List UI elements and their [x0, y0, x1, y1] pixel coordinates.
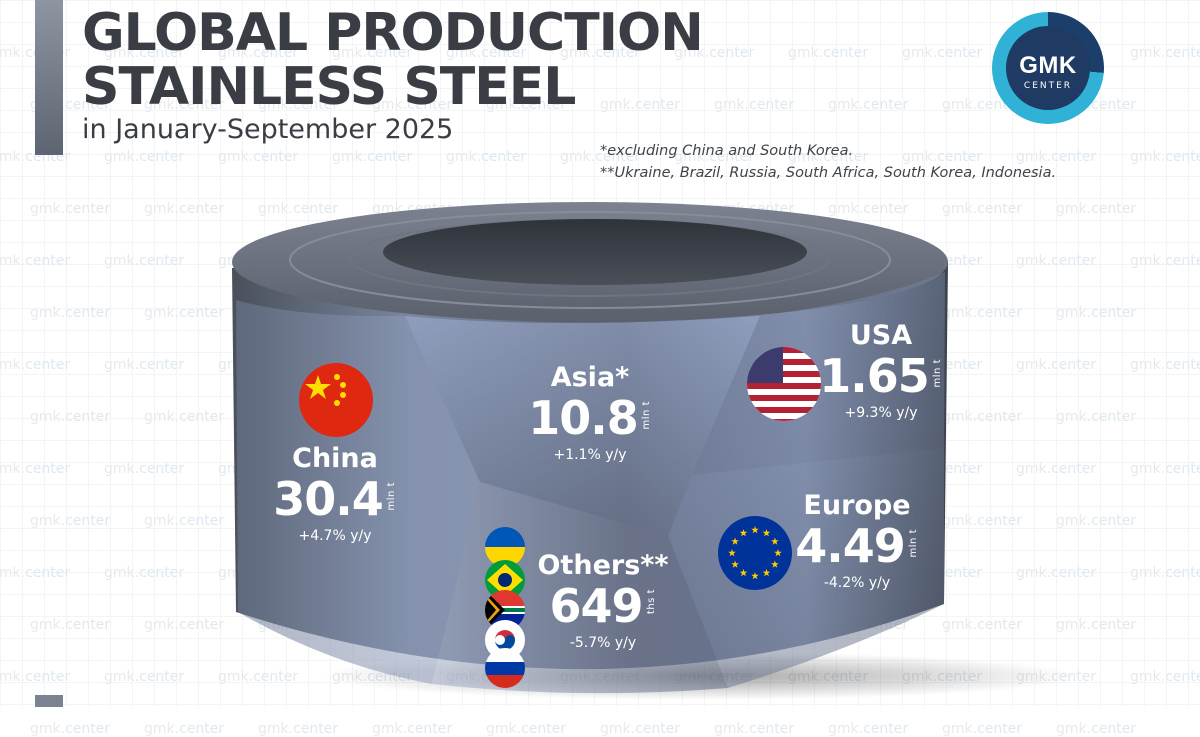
segment-unit-china: mln t [385, 482, 397, 511]
russia-flag [485, 648, 525, 688]
accent-bar-bottom [35, 695, 63, 707]
segment-value-others: 649 [549, 579, 643, 633]
eu-flag [718, 516, 792, 590]
segment-name-asia: Asia* [550, 362, 630, 393]
logo-text: GMK [1019, 52, 1077, 79]
watermark-text: gmk.center [30, 721, 111, 737]
ukraine-flag [485, 527, 525, 567]
eu-star [728, 549, 736, 557]
segment-change-usa: +9.3% y/y [844, 405, 918, 421]
logo-subtext: CENTER [1023, 81, 1073, 91]
watermark-text: gmk.center [486, 721, 567, 737]
title-line-2: STAINLESS STEEL [82, 57, 576, 117]
eu-star [762, 529, 771, 537]
watermark-text: gmk.center [942, 721, 1023, 737]
brazil-flag [485, 560, 525, 600]
eu-star [731, 560, 739, 568]
segment-china [236, 300, 480, 684]
watermark-text: gmk.center [372, 721, 453, 737]
eu-star [751, 526, 759, 534]
watermark-text: gmk.center [258, 721, 339, 737]
segment-name-usa: USA [849, 320, 913, 351]
coil-hole [383, 219, 807, 285]
south-korea-flag [485, 620, 525, 660]
eu-star [739, 529, 748, 537]
gmk-center-logo: GMK CENTER [992, 12, 1104, 124]
segment-unit-asia: mln t [640, 401, 652, 430]
segment-asia [405, 316, 760, 536]
segment-label-china: China 30.4 mln t +4.7% y/y [260, 443, 410, 544]
eu-star [774, 549, 782, 557]
eu-star [731, 537, 739, 545]
footnote-others: **Ukraine, Brazil, Russia, South Africa,… [600, 165, 1057, 181]
eu-star [771, 560, 779, 568]
segment-label-asia: Asia* 10.8 mln t +1.1% y/y [510, 362, 670, 463]
watermark-text: gmk.center [144, 721, 225, 737]
segment-label-others: Others** 649 ths t -5.7% y/y [528, 550, 678, 651]
steel-coil-graphic [232, 202, 1080, 700]
segment-unit-europe: mln t [907, 529, 919, 558]
segment-value-europe: 4.49 [795, 519, 905, 573]
segment-change-europe: -4.2% y/y [823, 575, 891, 591]
segment-value-usa: 1.65 [819, 349, 929, 403]
footnote-asia: *excluding China and South Korea. [600, 143, 854, 159]
segment-name-china: China [292, 443, 378, 474]
segment-name-europe: Europe [803, 490, 911, 521]
eu-star [739, 568, 748, 577]
eu-star [771, 537, 779, 545]
watermark-text: gmk.center [600, 721, 681, 737]
eu-star [751, 572, 759, 580]
watermark-text: gmk.center [828, 721, 909, 737]
segment-unit-others: ths t [645, 589, 657, 615]
segment-label-usa: USA 1.65 mln t +9.3% y/y [819, 320, 943, 421]
subtitle: in January-September 2025 [82, 114, 454, 145]
coil-ring-outer [289, 211, 891, 309]
china-flag [299, 363, 373, 437]
watermark-text: gmk.center [714, 721, 795, 737]
segment-change-china: +4.7% y/y [298, 528, 372, 544]
accent-bar [35, 0, 63, 155]
segment-value-asia: 10.8 [528, 391, 638, 445]
segment-europe [668, 448, 944, 688]
segment-change-asia: +1.1% y/y [553, 447, 627, 463]
segment-change-others: -5.7% y/y [569, 635, 637, 651]
segment-label-europe: Europe 4.49 mln t -4.2% y/y [792, 490, 922, 591]
watermark-text: gmk.center [1056, 721, 1137, 737]
eu-star [762, 568, 771, 577]
segment-unit-usa: mln t [931, 359, 943, 388]
usa-flag [747, 347, 821, 421]
title-line-1: GLOBAL PRODUCTION [82, 3, 704, 63]
segment-value-china: 30.4 [273, 472, 383, 526]
segment-name-others: Others** [537, 550, 669, 581]
